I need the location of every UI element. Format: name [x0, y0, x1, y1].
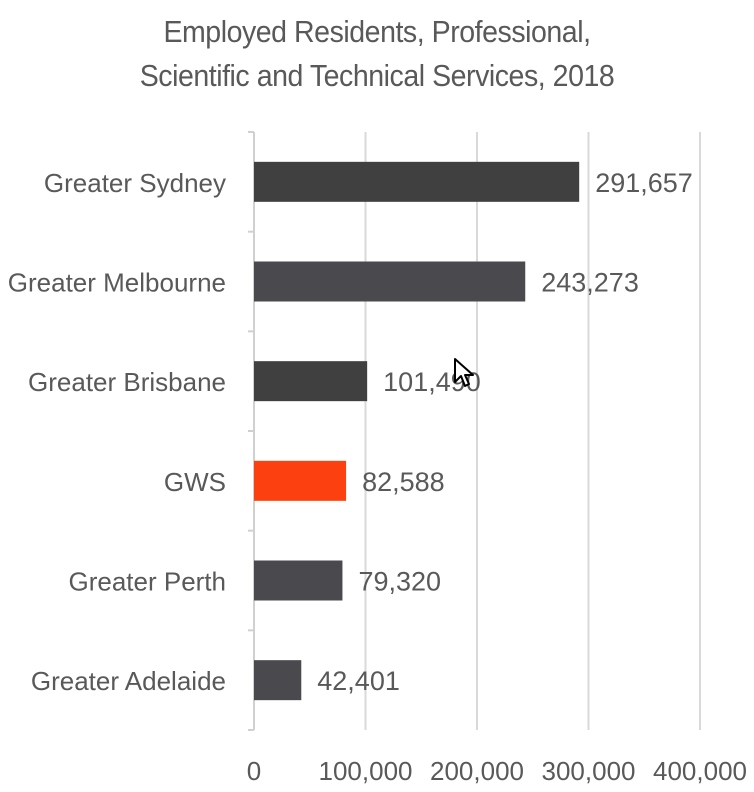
bar — [254, 660, 302, 701]
category-label: Greater Melbourne — [8, 268, 226, 298]
x-tick-label: 300,000 — [542, 756, 636, 786]
x-tick-label: 100,000 — [319, 756, 413, 786]
bar — [254, 161, 580, 202]
category-label: Greater Perth — [68, 567, 226, 597]
chart-title-line-2: Scientific and Technical Services, 2018 — [139, 58, 615, 93]
x-tick-label: 0 — [247, 756, 261, 786]
category-labels: Greater Sydney Greater Melbourne Greater B… — [8, 168, 226, 696]
bar — [254, 261, 526, 302]
x-tick-label: 200,000 — [430, 756, 524, 786]
data-label: 42,401 — [317, 666, 400, 696]
data-label: 291,657 — [595, 168, 693, 198]
mouse-pointer-icon — [453, 357, 479, 396]
bar — [254, 460, 347, 501]
category-label: Greater Sydney — [44, 168, 226, 198]
gridlines — [364, 132, 701, 730]
category-axis — [248, 131, 255, 731]
data-label: 82,588 — [362, 467, 445, 497]
category-label: Greater Adelaide — [31, 666, 226, 696]
bar — [254, 560, 343, 601]
data-label: 243,273 — [541, 268, 639, 298]
x-tick-labels: 0 100,000 200,000 300,000 400,000 — [247, 756, 747, 786]
category-label: GWS — [164, 467, 226, 497]
category-label: Greater Brisbane — [28, 367, 226, 397]
x-tick-label: 400,000 — [653, 756, 747, 786]
bars — [254, 161, 580, 701]
bar — [254, 361, 368, 402]
chart-title-line-1: Employed Residents, Professional, — [163, 14, 591, 49]
data-label: 79,320 — [358, 567, 441, 597]
